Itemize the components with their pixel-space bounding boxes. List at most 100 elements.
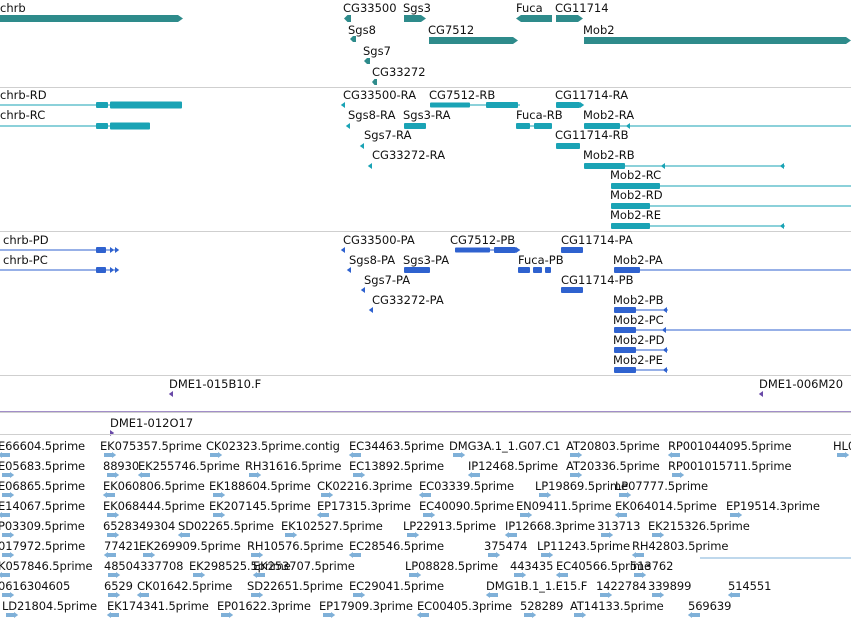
strand-arrow[interactable] <box>115 512 120 518</box>
strand-arrow[interactable] <box>110 430 115 436</box>
est-label[interactable]: CK02323.5prime.contig <box>206 439 340 453</box>
est-glyph[interactable] <box>249 473 257 477</box>
strand-arrow[interactable] <box>609 532 614 538</box>
est-glyph[interactable] <box>423 513 431 517</box>
strand-arrow[interactable] <box>662 307 667 313</box>
strand-arrow[interactable] <box>516 247 521 253</box>
strand-arrow[interactable] <box>10 532 15 538</box>
est-label[interactable]: 375474 <box>484 539 528 553</box>
est-glyph[interactable] <box>636 553 644 557</box>
est-label[interactable]: RP001044095.5prime <box>668 439 792 453</box>
strand-arrow[interactable] <box>10 592 15 598</box>
est-label[interactable]: EK188604.5prime <box>209 479 311 493</box>
est-glyph[interactable] <box>213 493 221 497</box>
est-glyph[interactable] <box>2 593 10 597</box>
strand-arrow[interactable] <box>168 391 173 397</box>
est-label[interactable]: CK02216.3prime <box>317 479 413 493</box>
est-glyph[interactable] <box>2 533 10 537</box>
strand-arrow[interactable] <box>293 532 298 538</box>
strand-arrow[interactable] <box>660 592 665 598</box>
strand-arrow[interactable] <box>361 472 366 478</box>
strand-arrow[interactable] <box>582 612 587 618</box>
exon-block[interactable] <box>516 123 530 129</box>
est-glyph[interactable] <box>142 473 150 477</box>
exon-block[interactable] <box>533 267 542 273</box>
gene-glyph[interactable] <box>0 15 183 22</box>
strand-arrow[interactable] <box>661 327 666 333</box>
strand-arrow[interactable] <box>0 452 2 458</box>
strand-arrow[interactable] <box>532 612 537 618</box>
est-glyph[interactable] <box>652 593 660 597</box>
est-label[interactable]: EP01622.3prime <box>217 599 311 613</box>
transcript-label[interactable]: CG11714-PB <box>561 273 634 287</box>
exon-block[interactable] <box>96 247 106 253</box>
exon-block[interactable] <box>404 123 426 129</box>
transcript-label[interactable]: CG33500-PA <box>343 233 415 247</box>
strand-arrow[interactable] <box>608 592 613 598</box>
est-glyph[interactable] <box>2 453 10 457</box>
est-glyph[interactable] <box>251 593 259 597</box>
strand-arrow[interactable] <box>345 123 350 129</box>
exon-block[interactable] <box>110 122 150 130</box>
est-glyph[interactable] <box>423 493 431 497</box>
est-glyph[interactable] <box>514 573 522 577</box>
est-glyph[interactable] <box>730 513 738 517</box>
est-glyph[interactable] <box>107 533 115 537</box>
est-label[interactable]: EP19514.3prime <box>726 499 820 513</box>
strand-arrow[interactable] <box>177 532 182 538</box>
est-label[interactable]: 6528349304 <box>103 519 176 533</box>
est-glyph[interactable] <box>570 453 578 457</box>
gene-glyph[interactable] <box>372 79 377 85</box>
gene-glyph[interactable] <box>344 15 351 22</box>
exon-block[interactable] <box>110 101 182 109</box>
est-glyph[interactable] <box>108 573 116 577</box>
strand-arrow[interactable] <box>416 612 421 618</box>
est-label[interactable]: 443435 <box>510 559 554 573</box>
exon-block[interactable] <box>96 267 106 273</box>
strand-arrow[interactable] <box>110 247 115 253</box>
est-label[interactable]: EK253707.5prime <box>253 559 355 573</box>
est-glyph[interactable] <box>321 493 329 497</box>
est-label[interactable]: EC40090.5prime <box>419 499 514 513</box>
exon-block[interactable] <box>561 247 583 253</box>
est-glyph[interactable] <box>692 613 700 617</box>
transcript-label[interactable]: Sgs8-PA <box>349 253 396 267</box>
est-glyph[interactable] <box>182 533 190 537</box>
transcript-label[interactable]: Sgs3-PA <box>403 253 450 267</box>
est-glyph[interactable] <box>652 533 660 537</box>
est-label[interactable]: E66604.5prime <box>0 439 86 453</box>
est-label[interactable]: RH31616.5prime <box>245 459 342 473</box>
est-label[interactable]: 017972.5prime <box>0 539 86 553</box>
transcript-label[interactable]: Mob2-PC <box>613 313 664 327</box>
est-label[interactable]: EK298525.5prime <box>189 559 291 573</box>
est-label[interactable]: 339899 <box>648 579 692 593</box>
strand-arrow[interactable] <box>331 612 336 618</box>
exon-block[interactable] <box>584 123 620 129</box>
strand-arrow[interactable] <box>137 472 142 478</box>
strand-arrow[interactable] <box>252 572 257 578</box>
strand-arrow[interactable] <box>115 472 120 478</box>
est-glyph[interactable] <box>600 593 608 597</box>
est-label[interactable]: EK060806.5prime <box>103 479 205 493</box>
strand-arrow[interactable] <box>0 512 2 518</box>
est-label[interactable]: 513762 <box>630 559 674 573</box>
est-label[interactable]: 48504337708 <box>104 559 184 573</box>
strand-arrow[interactable] <box>221 512 226 518</box>
est-label[interactable]: DMG3A.1_1.G07.C1 <box>449 439 561 453</box>
strand-arrow[interactable] <box>461 452 466 458</box>
est-glyph[interactable] <box>672 473 680 477</box>
gene-glyph[interactable] <box>556 15 583 22</box>
transcript-label[interactable]: Mob2-RE <box>610 208 661 222</box>
transcript-label[interactable]: chrb-PD <box>3 233 49 247</box>
est-glyph[interactable] <box>472 473 480 477</box>
est-glyph[interactable] <box>213 513 221 517</box>
strand-arrow[interactable] <box>110 267 115 273</box>
strand-arrow[interactable] <box>346 267 351 273</box>
strand-arrow[interactable] <box>115 247 120 253</box>
strand-arrow[interactable] <box>845 452 850 458</box>
strand-arrow[interactable] <box>555 572 560 578</box>
est-label[interactable]: EC00405.3prime <box>417 599 512 613</box>
gene-label[interactable]: CG33500 <box>343 1 397 15</box>
exon-block[interactable] <box>486 102 518 108</box>
gene-label[interactable]: Mob2 <box>583 23 615 37</box>
